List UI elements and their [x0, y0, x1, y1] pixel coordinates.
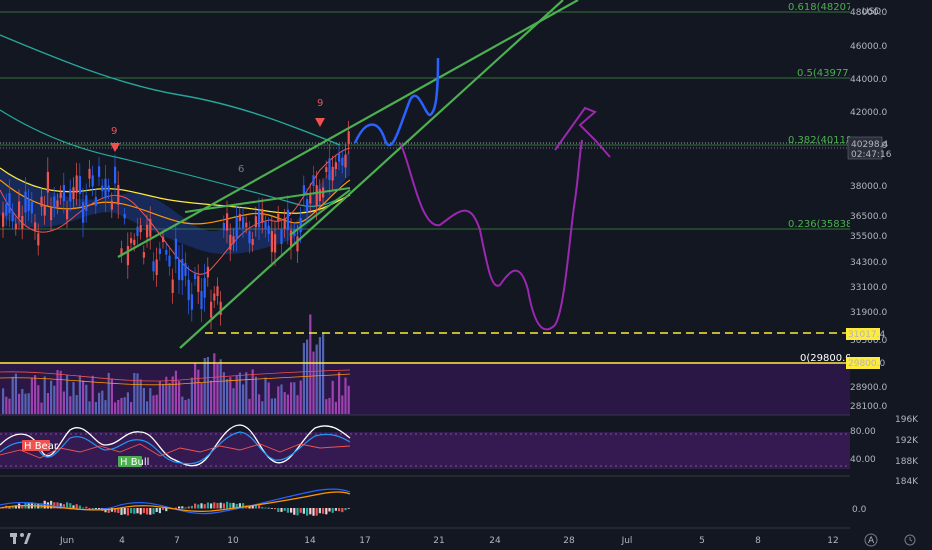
macd-histogram [2, 500, 350, 516]
current-price-badge [847, 136, 883, 160]
rsi-signal-line [0, 431, 351, 465]
trendline-short[interactable] [289, 189, 351, 236]
support-lower-label: 29800.0 [848, 359, 885, 369]
h-bull-tag [118, 456, 142, 467]
volume-tick: 188K [895, 457, 919, 467]
support-lower-badge [846, 357, 880, 369]
signal-count-label: 9 [317, 98, 323, 109]
rsi-line [0, 424, 351, 467]
price-tick: 42000.0 [850, 108, 887, 118]
price-tick: 28900.0 [850, 383, 887, 393]
macd-signal-line [0, 491, 351, 512]
price-tick: 44000.0 [850, 75, 887, 85]
price-tick: 30500.0 [850, 336, 887, 346]
price-tick: 46000.0 [850, 42, 887, 52]
auto-scale-label: A [868, 536, 875, 546]
price-tick: 28100.0 [850, 402, 887, 412]
wedge-upper-line[interactable] [117, 0, 579, 258]
bullish-projection-path[interactable] [353, 57, 440, 147]
fib-level-label: 0.618(48207.9) [788, 2, 866, 13]
auto-scale-button[interactable] [864, 533, 878, 547]
price-tick: 36500.0 [850, 212, 887, 222]
date-tick: 5 [699, 536, 705, 546]
bearish-signal-mark [110, 143, 120, 152]
h-bear-tag [22, 440, 50, 451]
price-axis[interactable] [850, 0, 932, 550]
fib-level-label: 0(29800.0) [800, 353, 856, 364]
price-tick: 34300.0 [850, 258, 887, 268]
volume-ma-orange [0, 373, 351, 386]
date-tick: 24 [489, 536, 501, 546]
rsi-pane [0, 424, 351, 467]
rsi-tick-40: 40.00 [850, 455, 876, 465]
macd-tick-zero: 0.0 [852, 505, 867, 515]
date-tick: 8 [755, 536, 761, 546]
date-tick: 14 [304, 536, 316, 546]
volume-ma-red [0, 369, 351, 382]
wedge-lower-line[interactable] [179, 0, 564, 349]
volume-tick: 192K [895, 436, 919, 446]
date-tick: Jul [621, 536, 633, 546]
date-tick: 17 [359, 536, 370, 546]
volume-bars [2, 314, 350, 414]
date-tick: 4 [119, 536, 125, 546]
date-tick: 12 [827, 536, 838, 546]
current-price-label: 40298.4 [851, 140, 888, 150]
volume-tick: 184K [895, 477, 919, 487]
price-axis-ticks: 46000.044000.042000.040000.038000.036500… [850, 42, 887, 412]
time-axis[interactable]: Jun 4 7 10 14 17 21 24 28 Jul 5 8 12 [59, 536, 839, 546]
price-tick: 35500.0 [850, 232, 887, 242]
price-tick: 33100.0 [850, 283, 887, 293]
support-upper-badge [846, 328, 880, 340]
price-tick: 31900.0 [850, 308, 887, 318]
ma-200 [0, 34, 341, 146]
top-partial-price: 48000.0 [850, 8, 887, 18]
clock-icon[interactable] [904, 534, 916, 546]
tradingview-logo-icon [10, 533, 31, 544]
date-tick: Jun [59, 536, 74, 546]
h-bull-label: H Bull [120, 457, 149, 468]
volume-tick: 196K [895, 415, 919, 425]
date-tick: 10 [227, 536, 239, 546]
fib-level-label: 0.382(40118.4) [788, 135, 866, 146]
rsi-secondary-line [0, 443, 351, 459]
signal-count-label: 9 [111, 126, 117, 137]
countdown-label: 02:47:16 [851, 150, 892, 160]
fib-level-label: 0.236(35838.9) [788, 219, 866, 230]
ma-100 [0, 109, 351, 207]
fib-level-label: 0.5(43977.5) [797, 68, 862, 79]
fib-retracement[interactable]: 0.618(48207.9) 0.5(43977.5) 0.382(40118.4)… [0, 2, 866, 364]
date-tick: 21 [433, 536, 444, 546]
rsi-tick-80: 80.00 [850, 427, 876, 437]
price-tick: 38000.0 [850, 182, 887, 192]
date-tick: 28 [563, 536, 575, 546]
candles [2, 120, 350, 330]
trendline-mid[interactable] [184, 187, 351, 213]
h-bear-label: H Bear [24, 441, 59, 452]
date-tick: 7 [174, 536, 180, 546]
bearish-projection-path[interactable] [399, 106, 611, 331]
ma-orange [0, 179, 351, 225]
count-label: 6 [238, 164, 244, 175]
support-upper-label: 31017.4 [848, 330, 885, 340]
bearish-signal-mark [315, 118, 325, 127]
currency-label: USD [862, 7, 881, 17]
